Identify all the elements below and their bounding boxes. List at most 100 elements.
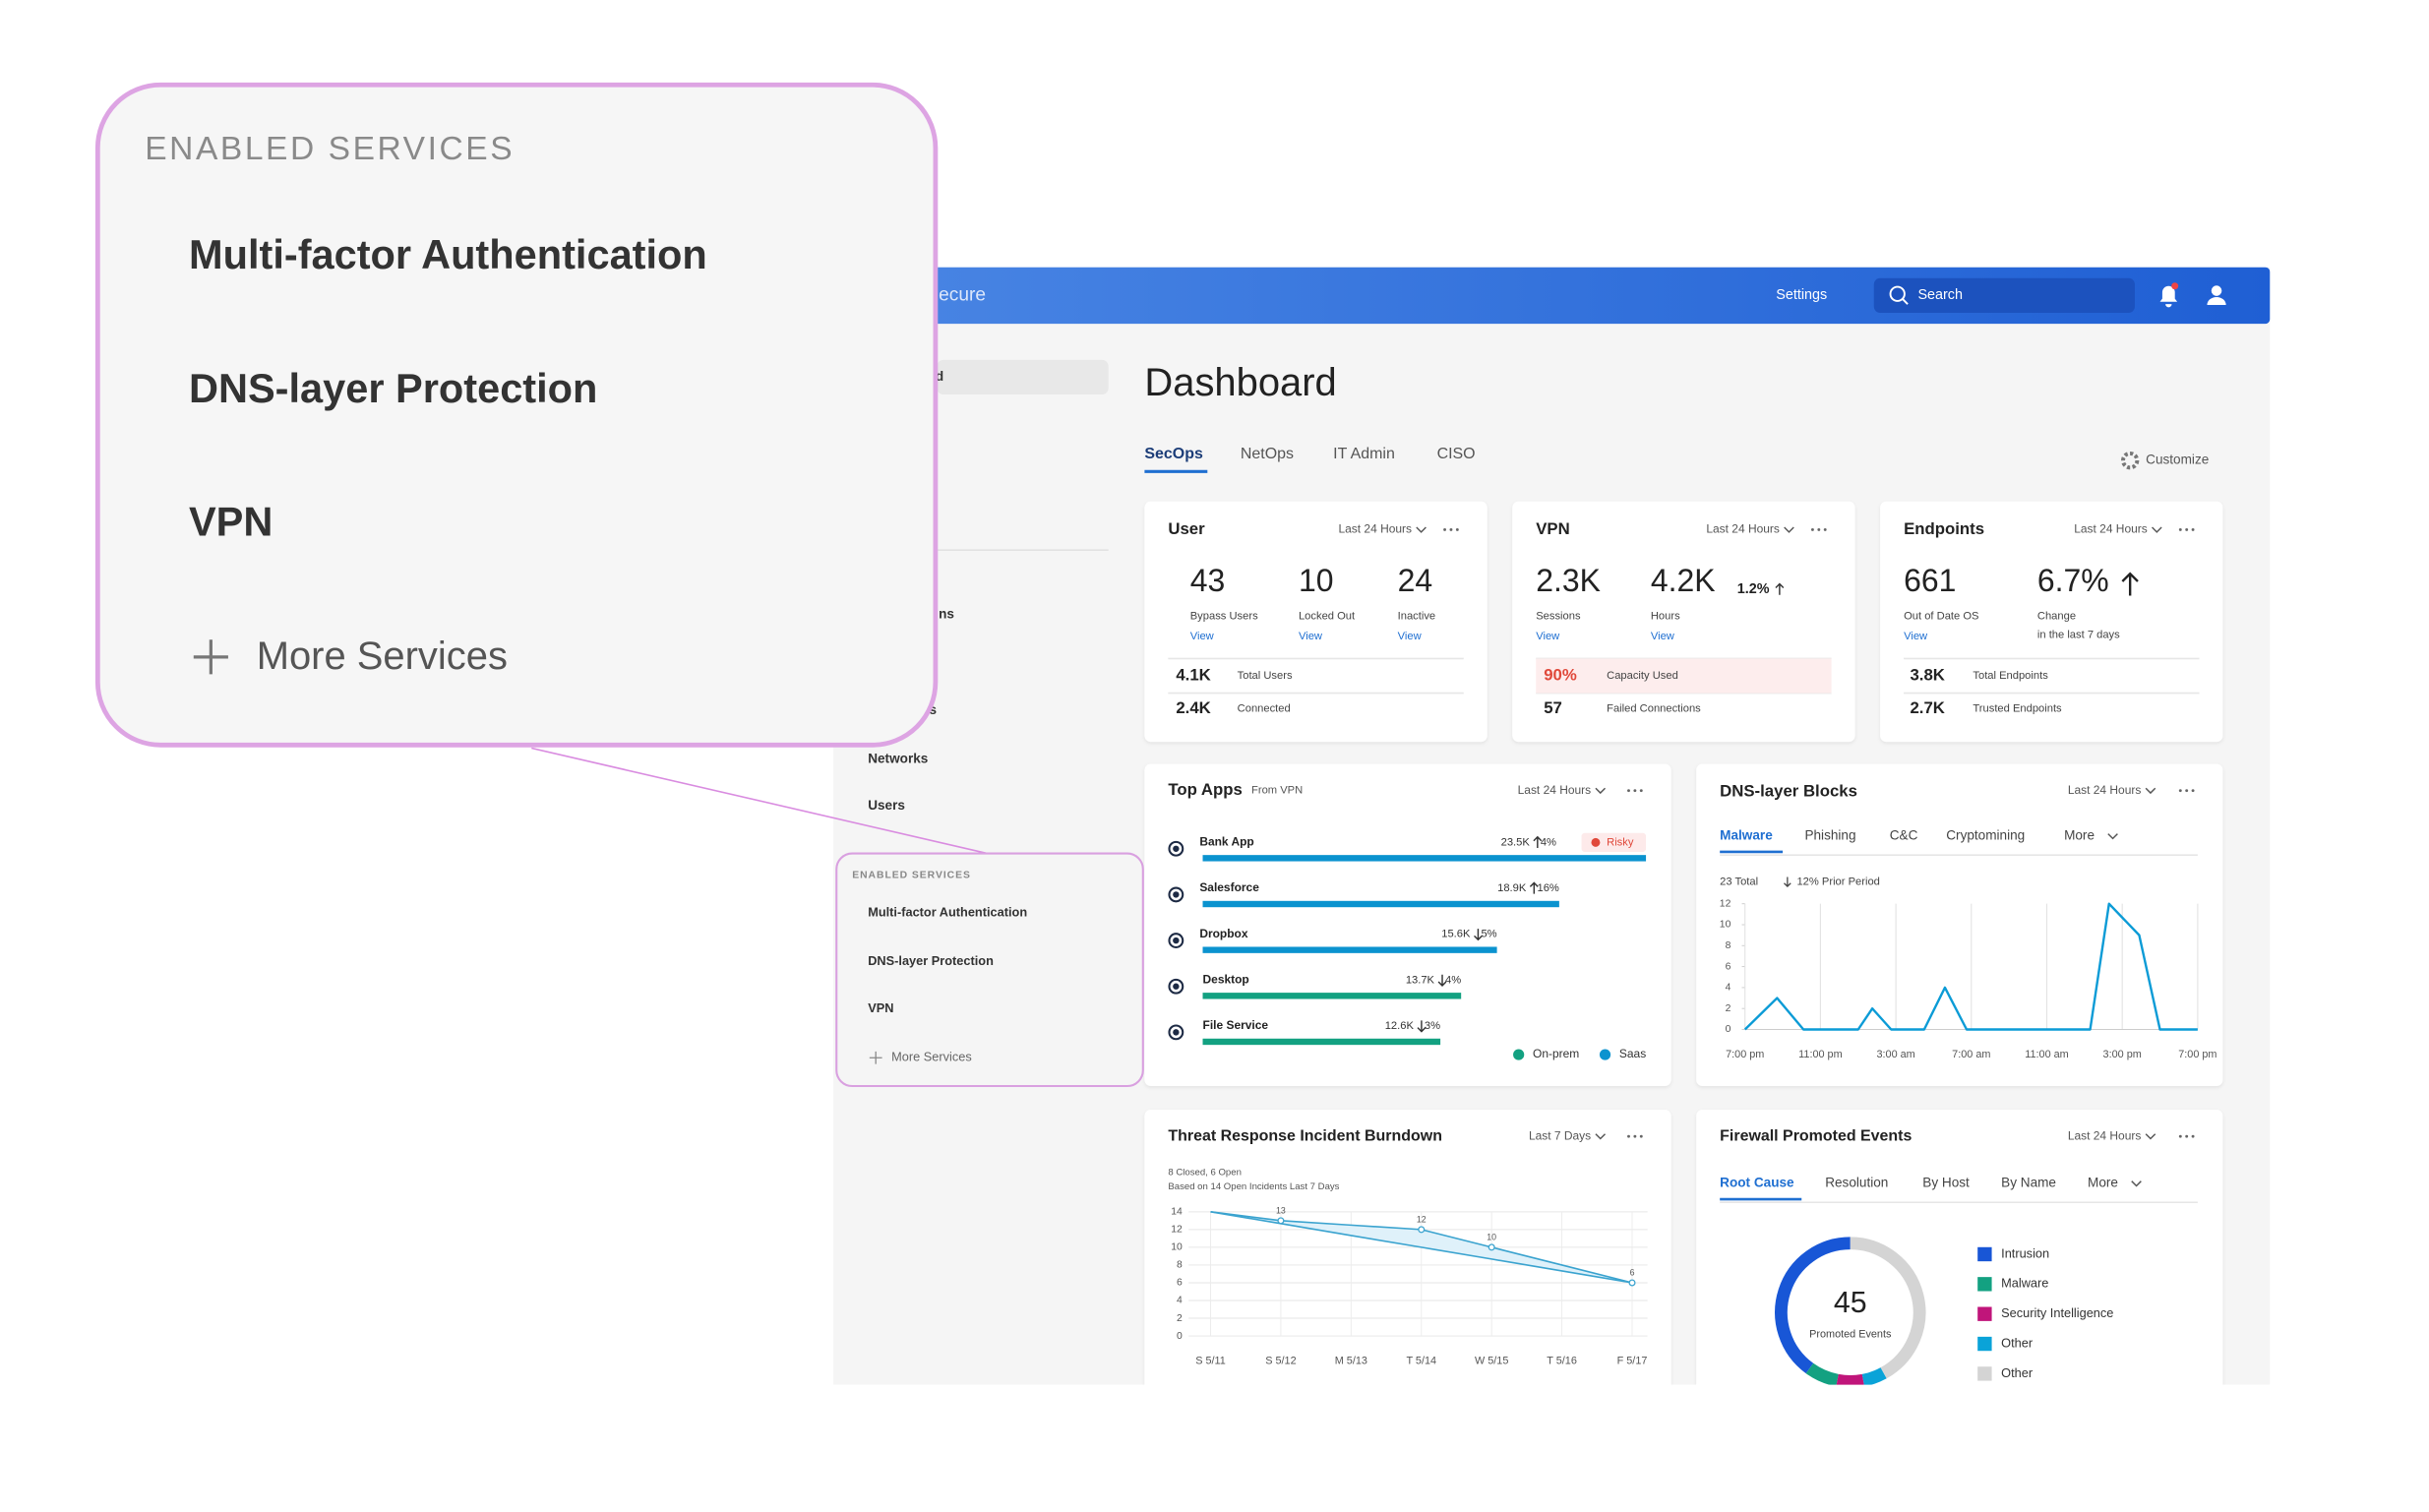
trend-arrow	[2121, 572, 2139, 596]
user-icon[interactable]	[2211, 285, 2222, 296]
card	[1880, 501, 2223, 743]
chart-title: Threat Response Incident Burndown	[1168, 1127, 1442, 1144]
service-item[interactable]: VPN	[868, 1000, 893, 1015]
row-value: 57	[1544, 698, 1562, 717]
tab[interactable]: CISO	[1437, 446, 1476, 462]
x-tick-label: 3:00 am	[1876, 1049, 1914, 1060]
chart-title: Top Apps	[1168, 780, 1242, 799]
more-dot	[2178, 527, 2182, 531]
view-link[interactable]: View	[1299, 631, 1323, 642]
tab[interactable]: SecOps	[1144, 446, 1203, 462]
chart-tab[interactable]: More	[2064, 828, 2095, 843]
row-label: Total Users	[1238, 670, 1293, 682]
chart-tab[interactable]: Malware	[1720, 828, 1773, 843]
legend-swatch	[1513, 1049, 1525, 1060]
more-services[interactable]: More Services	[891, 1050, 972, 1064]
chart-tab[interactable]: More	[2088, 1176, 2118, 1190]
chevron	[1416, 526, 1427, 533]
stat-label: Change	[2037, 610, 2076, 622]
view-link[interactable]: View	[1398, 631, 1423, 642]
time-range[interactable]: Last 24 Hours	[2068, 783, 2142, 797]
x-tick-label: M 5/13	[1335, 1355, 1367, 1366]
data-label: 10	[1487, 1233, 1496, 1242]
y-tick-label: 8	[1177, 1260, 1183, 1271]
callout-item[interactable]: Multi-factor Authentication	[189, 231, 707, 277]
y-tick-label: 2	[1177, 1313, 1183, 1324]
risk-badge-label: Risky	[1607, 836, 1634, 848]
donut-segment	[1850, 1237, 1926, 1379]
tab[interactable]: IT Admin	[1333, 446, 1395, 462]
time-range[interactable]: Last 24 Hours	[2068, 1128, 2142, 1142]
y-tick-label: 6	[1177, 1278, 1183, 1289]
service-item[interactable]: Multi-factor Authentication	[868, 905, 1027, 920]
more-dot	[2185, 527, 2189, 531]
services-heading: ENABLED SERVICES	[852, 871, 971, 881]
time-range[interactable]: Last 24 Hours	[1338, 522, 1412, 536]
sidebar-active[interactable]	[937, 359, 1109, 395]
app-icon	[1173, 1029, 1180, 1036]
chevron	[1595, 787, 1607, 795]
chart-tab[interactable]: Root Cause	[1720, 1176, 1794, 1190]
callout-item[interactable]: DNS-layer Protection	[189, 365, 597, 411]
trend-arrow	[1529, 881, 1539, 894]
user-icon	[2207, 296, 2226, 305]
view-link[interactable]: View	[1904, 631, 1928, 642]
row-label: Connected	[1238, 703, 1291, 715]
search-icon	[1902, 298, 1909, 305]
customize-button[interactable]: Customize	[2146, 453, 2209, 467]
row-value: 4.1K	[1176, 665, 1210, 684]
view-link[interactable]: View	[1536, 631, 1560, 642]
search-box[interactable]	[1873, 277, 2135, 313]
x-tick-label: 7:00 pm	[1726, 1049, 1764, 1060]
chart-tab[interactable]: Phishing	[1804, 828, 1855, 843]
time-range[interactable]: Last 7 Days	[1529, 1128, 1591, 1142]
y-tick-label: 0	[1177, 1331, 1183, 1342]
notification-dot	[2171, 282, 2179, 290]
sidebar-item[interactable]: Networks	[868, 751, 928, 765]
callout-more[interactable]: More Services	[257, 635, 508, 678]
donut-segment	[1861, 1366, 1887, 1385]
time-range[interactable]: Last 24 Hours	[1706, 522, 1780, 536]
chart-tab[interactable]: Cryptomining	[1946, 828, 2025, 843]
y-tick-label: 6	[1726, 961, 1731, 972]
value-label: 15.6K	[1441, 929, 1471, 940]
y-tick-label: 12	[1171, 1225, 1183, 1236]
stat-value: 43	[1190, 563, 1226, 598]
time-range[interactable]: Last 24 Hours	[1518, 783, 1592, 797]
legend-label: Security Intelligence	[2001, 1305, 2113, 1320]
chevron	[2145, 787, 2156, 795]
donut-total: 45	[1834, 1287, 1867, 1319]
bar	[1202, 855, 1647, 862]
bell-icon[interactable]	[2159, 285, 2178, 308]
view-link[interactable]: View	[1651, 631, 1675, 642]
chart-tab[interactable]: Resolution	[1825, 1176, 1888, 1190]
chart-tab[interactable]: By Host	[1922, 1176, 1970, 1190]
trend-arrow	[1784, 877, 1791, 888]
legend-swatch	[1977, 1246, 1992, 1262]
risk-dot	[1591, 837, 1601, 847]
time-range[interactable]: Last 24 Hours	[2074, 522, 2148, 536]
card	[1144, 501, 1488, 743]
line-series	[1743, 902, 2198, 1031]
chart-tab[interactable]: C&C	[1890, 828, 1918, 843]
app-name: Desktop	[1203, 973, 1249, 987]
card	[1696, 1109, 2223, 1385]
data-point	[1277, 1217, 1285, 1225]
settings-link[interactable]: Settings	[1776, 287, 1827, 303]
chart-tab[interactable]: By Name	[2001, 1176, 2056, 1190]
tab[interactable]: NetOps	[1241, 446, 1294, 462]
callout-item[interactable]: VPN	[189, 499, 273, 545]
more-dot	[1810, 527, 1814, 531]
row-label: Failed Connections	[1607, 703, 1701, 715]
view-link[interactable]: View	[1190, 631, 1215, 642]
row-label: Trusted Endpoints	[1973, 703, 2062, 715]
more-dot	[1449, 527, 1453, 531]
service-item[interactable]: DNS-layer Protection	[868, 953, 994, 968]
search-icon	[1889, 285, 1906, 302]
app-icon	[1173, 891, 1180, 898]
sidebar-item[interactable]: Users	[868, 798, 905, 813]
y-tick-label: 14	[1171, 1207, 1183, 1218]
chevron	[1784, 526, 1794, 533]
change-label: 5%	[1481, 929, 1496, 940]
